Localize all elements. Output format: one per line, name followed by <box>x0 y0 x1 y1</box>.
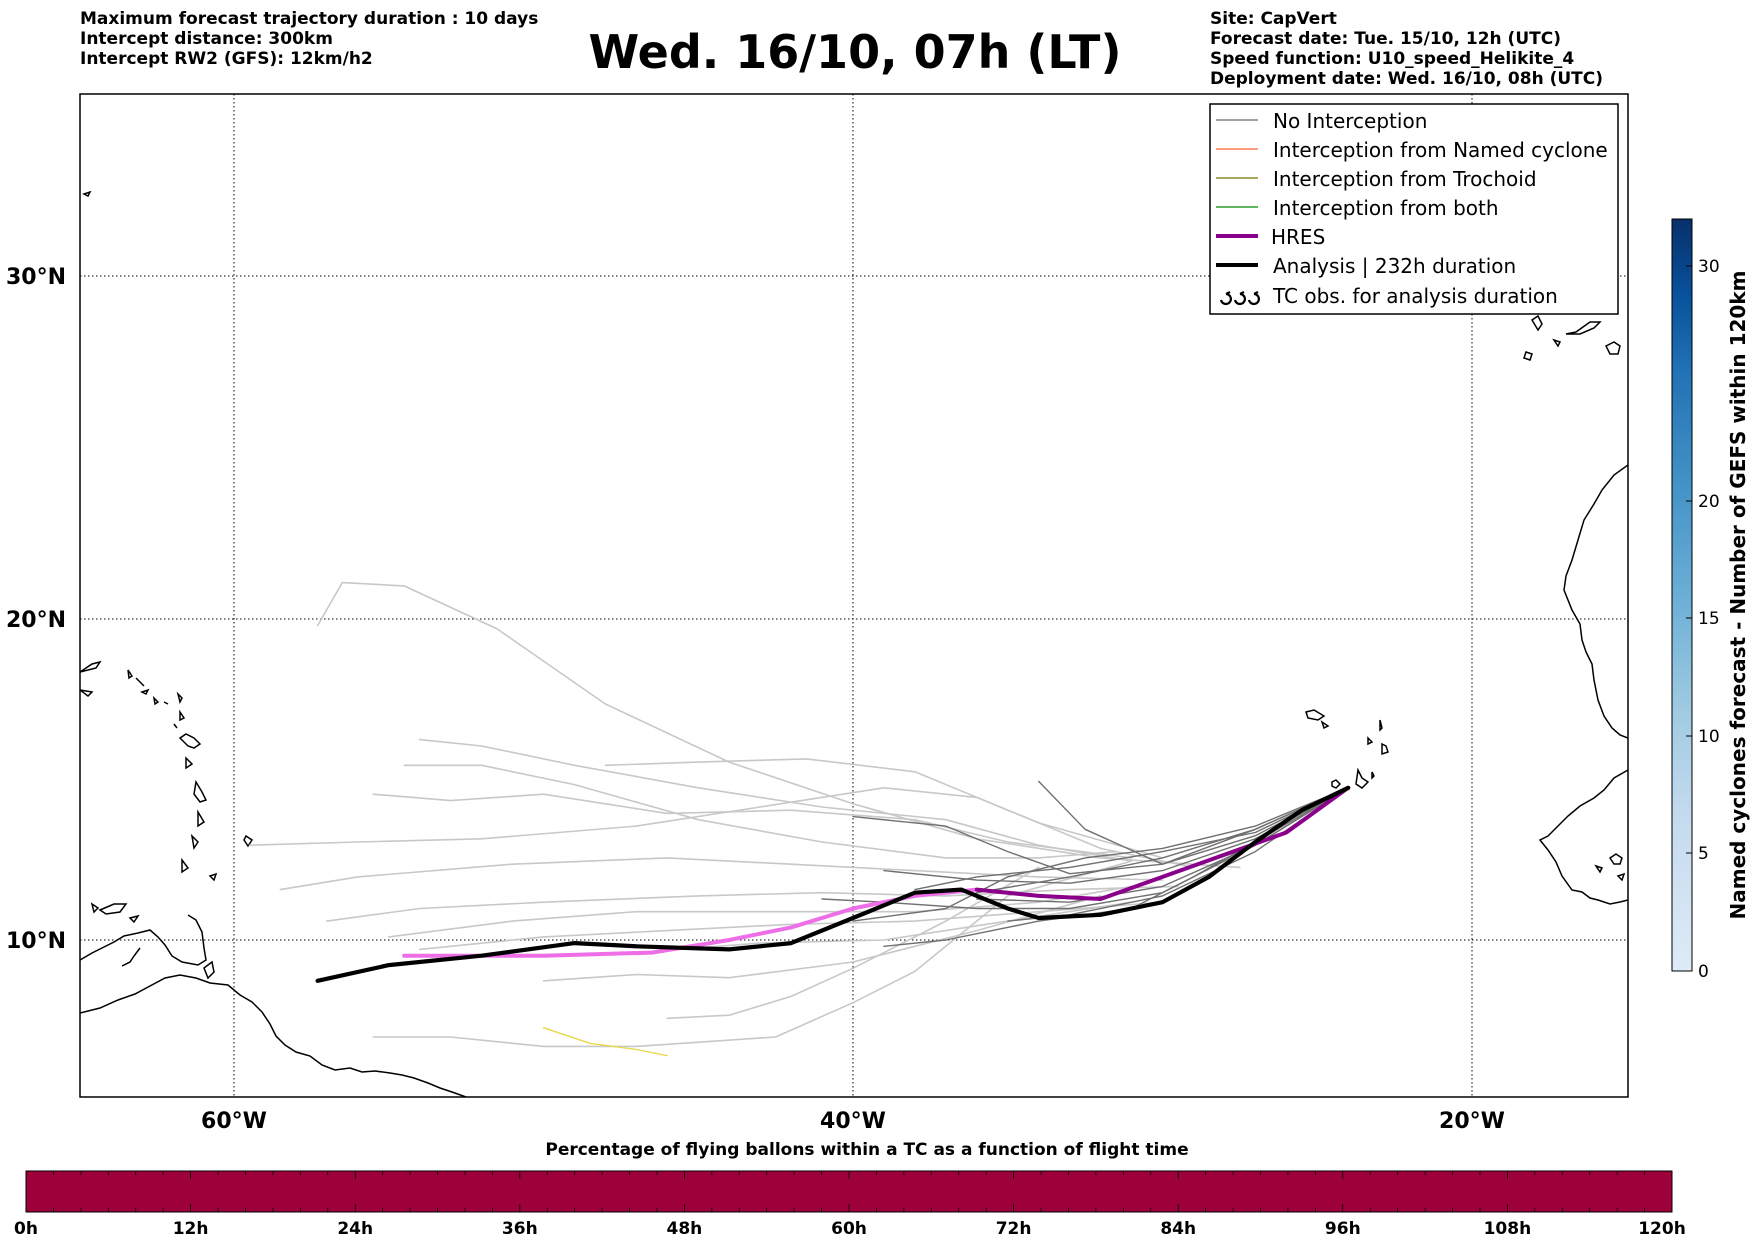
colorbar-gradient <box>1671 218 1693 972</box>
ensemble-track-no-interception <box>852 787 1349 875</box>
ensemble-track-no-interception <box>852 787 1349 922</box>
coastline-bijagos <box>1594 853 1626 882</box>
ensemble-track-light <box>372 860 1133 1048</box>
analysis-track <box>315 785 1351 983</box>
ensemble-track-light <box>666 866 1040 1020</box>
ensemble-track-light <box>388 885 1133 938</box>
ensemble-track-light <box>418 901 1164 951</box>
legend-item-no-interception: No Interception <box>1216 109 1427 133</box>
header-right-line-2: Forecast date: Tue. 15/10, 12h (UTC) <box>1210 29 1561 49</box>
pct-tick-60h: 60h <box>831 1219 867 1239</box>
pct-tick-12h: 12h <box>173 1219 209 1239</box>
map-frame <box>79 93 1629 1098</box>
coastline-lesser-antilles <box>80 660 254 882</box>
percentage-bar-tick-labels: 0h 12h 24h 36h 48h 60h 72h 84h 96h 108h … <box>14 1219 1686 1239</box>
colorbar-tick-15: 15 <box>1698 609 1720 629</box>
legend-item-hres: HRES <box>1216 225 1325 249</box>
header-right: Site: CapVert Forecast date: Tue. 15/10,… <box>1210 9 1603 89</box>
pct-tick-24h: 24h <box>337 1219 373 1239</box>
coastlines <box>80 190 1628 1097</box>
ensemble-track-no-interception <box>914 787 1349 891</box>
ensemble-track-light <box>248 787 1195 869</box>
colorbar-tick-10: 10 <box>1698 727 1720 747</box>
hres-track-east <box>974 785 1351 901</box>
header-right-line-1: Site: CapVert <box>1210 9 1337 29</box>
coastline-cape-verde <box>1305 709 1389 789</box>
coastline-south-america <box>80 974 467 1097</box>
analysis-track-line <box>315 785 1351 983</box>
lon-label-40w: 40°W <box>820 1109 886 1134</box>
gridlines <box>80 94 1628 1097</box>
pct-tick-48h: 48h <box>667 1219 703 1239</box>
map-plot-area <box>80 94 1628 1097</box>
ensemble-track-light <box>403 764 1117 859</box>
legend-label: Interception from Trochoid <box>1273 167 1537 191</box>
ensemble-track-no-interception <box>1038 780 1349 865</box>
trochoid-track <box>542 1027 668 1057</box>
legend-item-trochoid: Interception from Trochoid <box>1216 167 1537 191</box>
coastline-venezuela-bay <box>80 914 207 966</box>
lat-label-20n: 20°N <box>6 608 66 633</box>
coastline-trinidad <box>203 960 215 980</box>
colorbar-tick-20: 20 <box>1698 492 1720 512</box>
legend-item-tc-obs: TC obs. for analysis duration <box>1219 284 1558 308</box>
ensemble-track-light <box>372 793 1133 859</box>
coastline-canary-islands <box>1523 314 1621 361</box>
legend-label: HRES <box>1271 225 1325 249</box>
header-right-line-3: Speed function: U10_speed_Helikite_4 <box>1210 49 1574 69</box>
figure-title: Wed. 16/10, 07h (LT) <box>589 25 1122 79</box>
legend-label: Analysis | 232h duration <box>1273 254 1516 278</box>
coastline-northwest-islands <box>82 190 141 967</box>
ensemble-track-light <box>326 885 1179 922</box>
pct-tick-96h: 96h <box>1325 1219 1361 1239</box>
header-left-line-1: Maximum forecast trajectory duration : 1… <box>80 9 538 29</box>
trochoid-segment <box>542 1027 668 1057</box>
legend-item-analysis: Analysis | 232h duration <box>1216 254 1516 278</box>
legend-item-both: Interception from both <box>1216 196 1499 220</box>
lon-label-60w: 60°W <box>201 1109 267 1134</box>
colorbar-tick-0: 0 <box>1698 962 1709 982</box>
ensemble-track-light <box>418 738 1133 862</box>
ensemble-track-light <box>604 758 1164 859</box>
lat-label-30n: 30°N <box>6 265 66 290</box>
pct-tick-84h: 84h <box>1160 1219 1196 1239</box>
header-left-line-3: Intercept RW2 (GFS): 12km/h2 <box>80 49 373 69</box>
lat-label-10n: 10°N <box>6 929 66 954</box>
coastline-africa <box>1538 464 1628 905</box>
cyclone-colorbar: 0 5 10 15 20 30 Named cyclones forecast … <box>1671 218 1750 982</box>
tc-symbol-icon <box>1219 291 1260 306</box>
pct-tick-120h: 120h <box>1638 1219 1686 1239</box>
colorbar-tick-5: 5 <box>1698 844 1709 864</box>
percentage-bar-minor-ticks <box>25 1171 1673 1212</box>
pct-tick-36h: 36h <box>502 1219 538 1239</box>
ensemble-track-light <box>316 581 1241 869</box>
lon-label-20w: 20°W <box>1439 1109 1505 1134</box>
legend-label: Interception from Named cyclone <box>1273 138 1608 162</box>
pct-tick-0h: 0h <box>14 1219 38 1239</box>
legend: No Interception Interception from Named … <box>1209 103 1619 315</box>
colorbar-tick-30: 30 <box>1698 257 1720 277</box>
pct-tick-72h: 72h <box>996 1219 1032 1239</box>
header-left-line-2: Intercept distance: 300km <box>80 29 333 49</box>
header-left: Maximum forecast trajectory duration : 1… <box>80 9 538 69</box>
colorbar-label: Named cyclones forecast - Number of GEFS… <box>1726 271 1750 920</box>
percentage-bar-title: Percentage of flying ballons within a TC… <box>545 1140 1188 1160</box>
legend-item-named-cyclone: Interception from Named cyclone <box>1216 138 1608 162</box>
percentage-bar: Percentage of flying ballons within a TC… <box>14 1140 1686 1239</box>
latitude-labels: 30°N 20°N 10°N <box>6 265 66 954</box>
legend-label: TC obs. for analysis duration <box>1272 284 1558 308</box>
ensemble-track-light <box>279 857 1164 891</box>
legend-box <box>1209 103 1619 315</box>
longitude-labels: 60°W 40°W 20°W <box>201 1109 1505 1134</box>
header-right-line-4: Deployment date: Wed. 16/10, 08h (UTC) <box>1210 69 1603 89</box>
pct-tick-108h: 108h <box>1484 1219 1532 1239</box>
legend-label: No Interception <box>1273 109 1427 133</box>
ensemble-track-light <box>542 895 1102 982</box>
colorbar-ticks: 0 5 10 15 20 30 <box>1686 257 1720 982</box>
ensemble-tracks-outside-window <box>248 581 1241 1048</box>
legend-label: Interception from both <box>1273 196 1499 220</box>
